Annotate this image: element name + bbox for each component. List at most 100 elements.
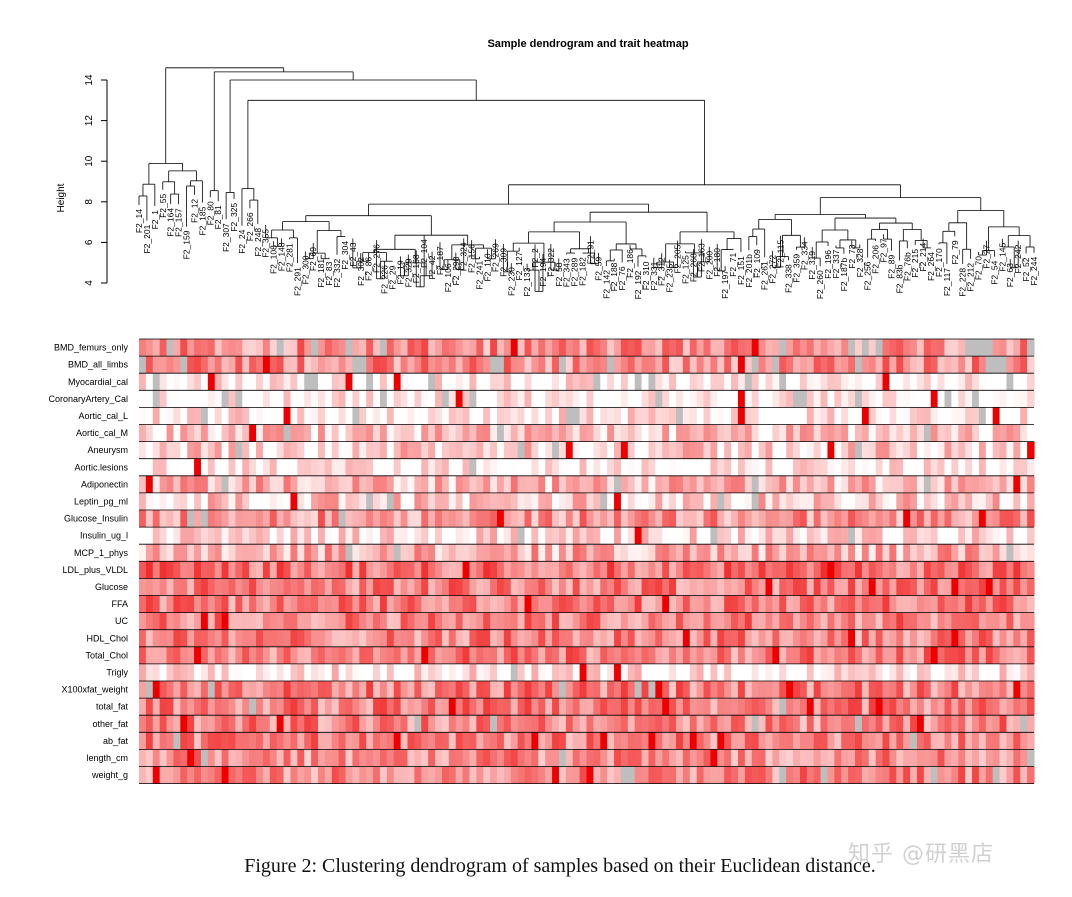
heatmap-cell [985, 578, 994, 596]
heatmap-cell [799, 578, 808, 596]
heatmap-cell [386, 407, 395, 425]
heatmap-cell [497, 458, 505, 476]
heatmap-cell [448, 578, 457, 596]
heatmap-cell [923, 578, 932, 596]
heatmap-cell [985, 595, 994, 613]
heatmap-cell [552, 544, 560, 562]
heatmap-cell [200, 339, 209, 357]
leaf-label: F2_304 [340, 241, 350, 270]
heatmap-cell [916, 510, 925, 528]
heatmap-cell [662, 715, 670, 733]
heatmap-cell [1006, 544, 1014, 562]
heatmap-cell [311, 441, 319, 459]
leaf-label: F2_281 [284, 243, 294, 272]
heatmap-cell [951, 356, 959, 374]
heatmap-cell [916, 578, 925, 596]
heatmap-cell [937, 339, 946, 357]
heatmap-cell [414, 510, 422, 528]
heatmap-cell [441, 646, 450, 664]
heatmap-cell [228, 458, 236, 476]
y-tick-label: 4 [84, 280, 95, 286]
heatmap-cell [352, 681, 360, 699]
heatmap-cell [338, 663, 347, 681]
heatmap-cell [1006, 749, 1014, 767]
heatmap-cell [896, 510, 904, 528]
heatmap-cell [765, 595, 773, 613]
heatmap-cell [235, 527, 243, 545]
heatmap-cell [965, 749, 973, 767]
heatmap-cell [1013, 339, 1021, 357]
heatmap-cell [827, 629, 835, 647]
heatmap-cell [813, 544, 822, 562]
heatmap-cell [765, 544, 773, 562]
heatmap-cell [614, 612, 622, 630]
heatmap-cell [187, 595, 195, 613]
heatmap-cell [586, 458, 594, 476]
heatmap-cell [889, 527, 897, 545]
heatmap-cell [806, 766, 815, 784]
trait-heatmap [139, 338, 1035, 784]
heatmap-cell [751, 578, 760, 596]
heatmap-cell [558, 390, 567, 408]
heatmap-cell [1013, 390, 1021, 408]
heatmap-cell [662, 698, 670, 716]
leaf-label: F2_226 [380, 265, 390, 294]
heatmap-cell [524, 544, 533, 562]
heatmap-cell [751, 715, 760, 733]
heatmap-cell [958, 681, 966, 699]
heatmap-cell [187, 339, 195, 357]
heatmap-cell [517, 492, 526, 510]
heatmap-cell [620, 629, 629, 647]
heatmap-cell [1020, 527, 1028, 545]
heatmap-cell [978, 578, 987, 596]
heatmap-cell [393, 766, 402, 784]
heatmap-cell [386, 373, 395, 391]
heatmap-cell [194, 578, 202, 596]
heatmap-cell [779, 492, 787, 510]
leaf-label: F2_52 [1021, 257, 1031, 281]
heatmap-cell [896, 441, 904, 459]
heatmap-cell [448, 544, 457, 562]
heatmap-cell [462, 663, 471, 681]
heatmap-cell [242, 458, 250, 476]
heatmap-cell [331, 715, 340, 733]
heatmap-cell [400, 595, 409, 613]
heatmap-cell [214, 492, 223, 510]
heatmap-cell [786, 646, 794, 664]
heatmap-cell [393, 424, 402, 442]
heatmap-cell [262, 732, 271, 750]
heatmap-cell [827, 407, 835, 425]
heatmap-cell [937, 749, 946, 767]
heatmap-cell [283, 663, 292, 681]
heatmap-cell [435, 458, 443, 476]
heatmap-cell [187, 749, 195, 767]
heatmap-cell [490, 407, 498, 425]
heatmap-cell [772, 510, 780, 528]
heatmap-cell [552, 492, 560, 510]
leaf-label: F2_188 [609, 262, 619, 291]
heatmap-cell [731, 749, 739, 767]
heatmap-cell [359, 629, 367, 647]
heatmap-cell [558, 561, 567, 579]
heatmap-cell [978, 646, 987, 664]
heatmap-cell [483, 663, 491, 681]
heatmap-cell [930, 544, 939, 562]
heatmap-cell [187, 407, 195, 425]
heatmap-cell [269, 510, 278, 528]
heatmap-cell [552, 424, 560, 442]
heatmap-cell [848, 373, 856, 391]
heatmap-cell [648, 646, 656, 664]
heatmap-cell [717, 510, 725, 528]
heatmap-cell [744, 715, 753, 733]
heatmap-cell [324, 663, 333, 681]
heatmap-cell [944, 612, 952, 630]
leaf-label: F2_156 [467, 244, 477, 273]
heatmap-cell [841, 510, 849, 528]
heatmap-cell [331, 407, 340, 425]
heatmap-cell [868, 492, 877, 510]
heatmap-cell [421, 612, 429, 630]
heatmap-cell [641, 698, 650, 716]
heatmap-cell [662, 646, 670, 664]
heatmap-cell [558, 595, 567, 613]
heatmap-cell [565, 766, 574, 784]
